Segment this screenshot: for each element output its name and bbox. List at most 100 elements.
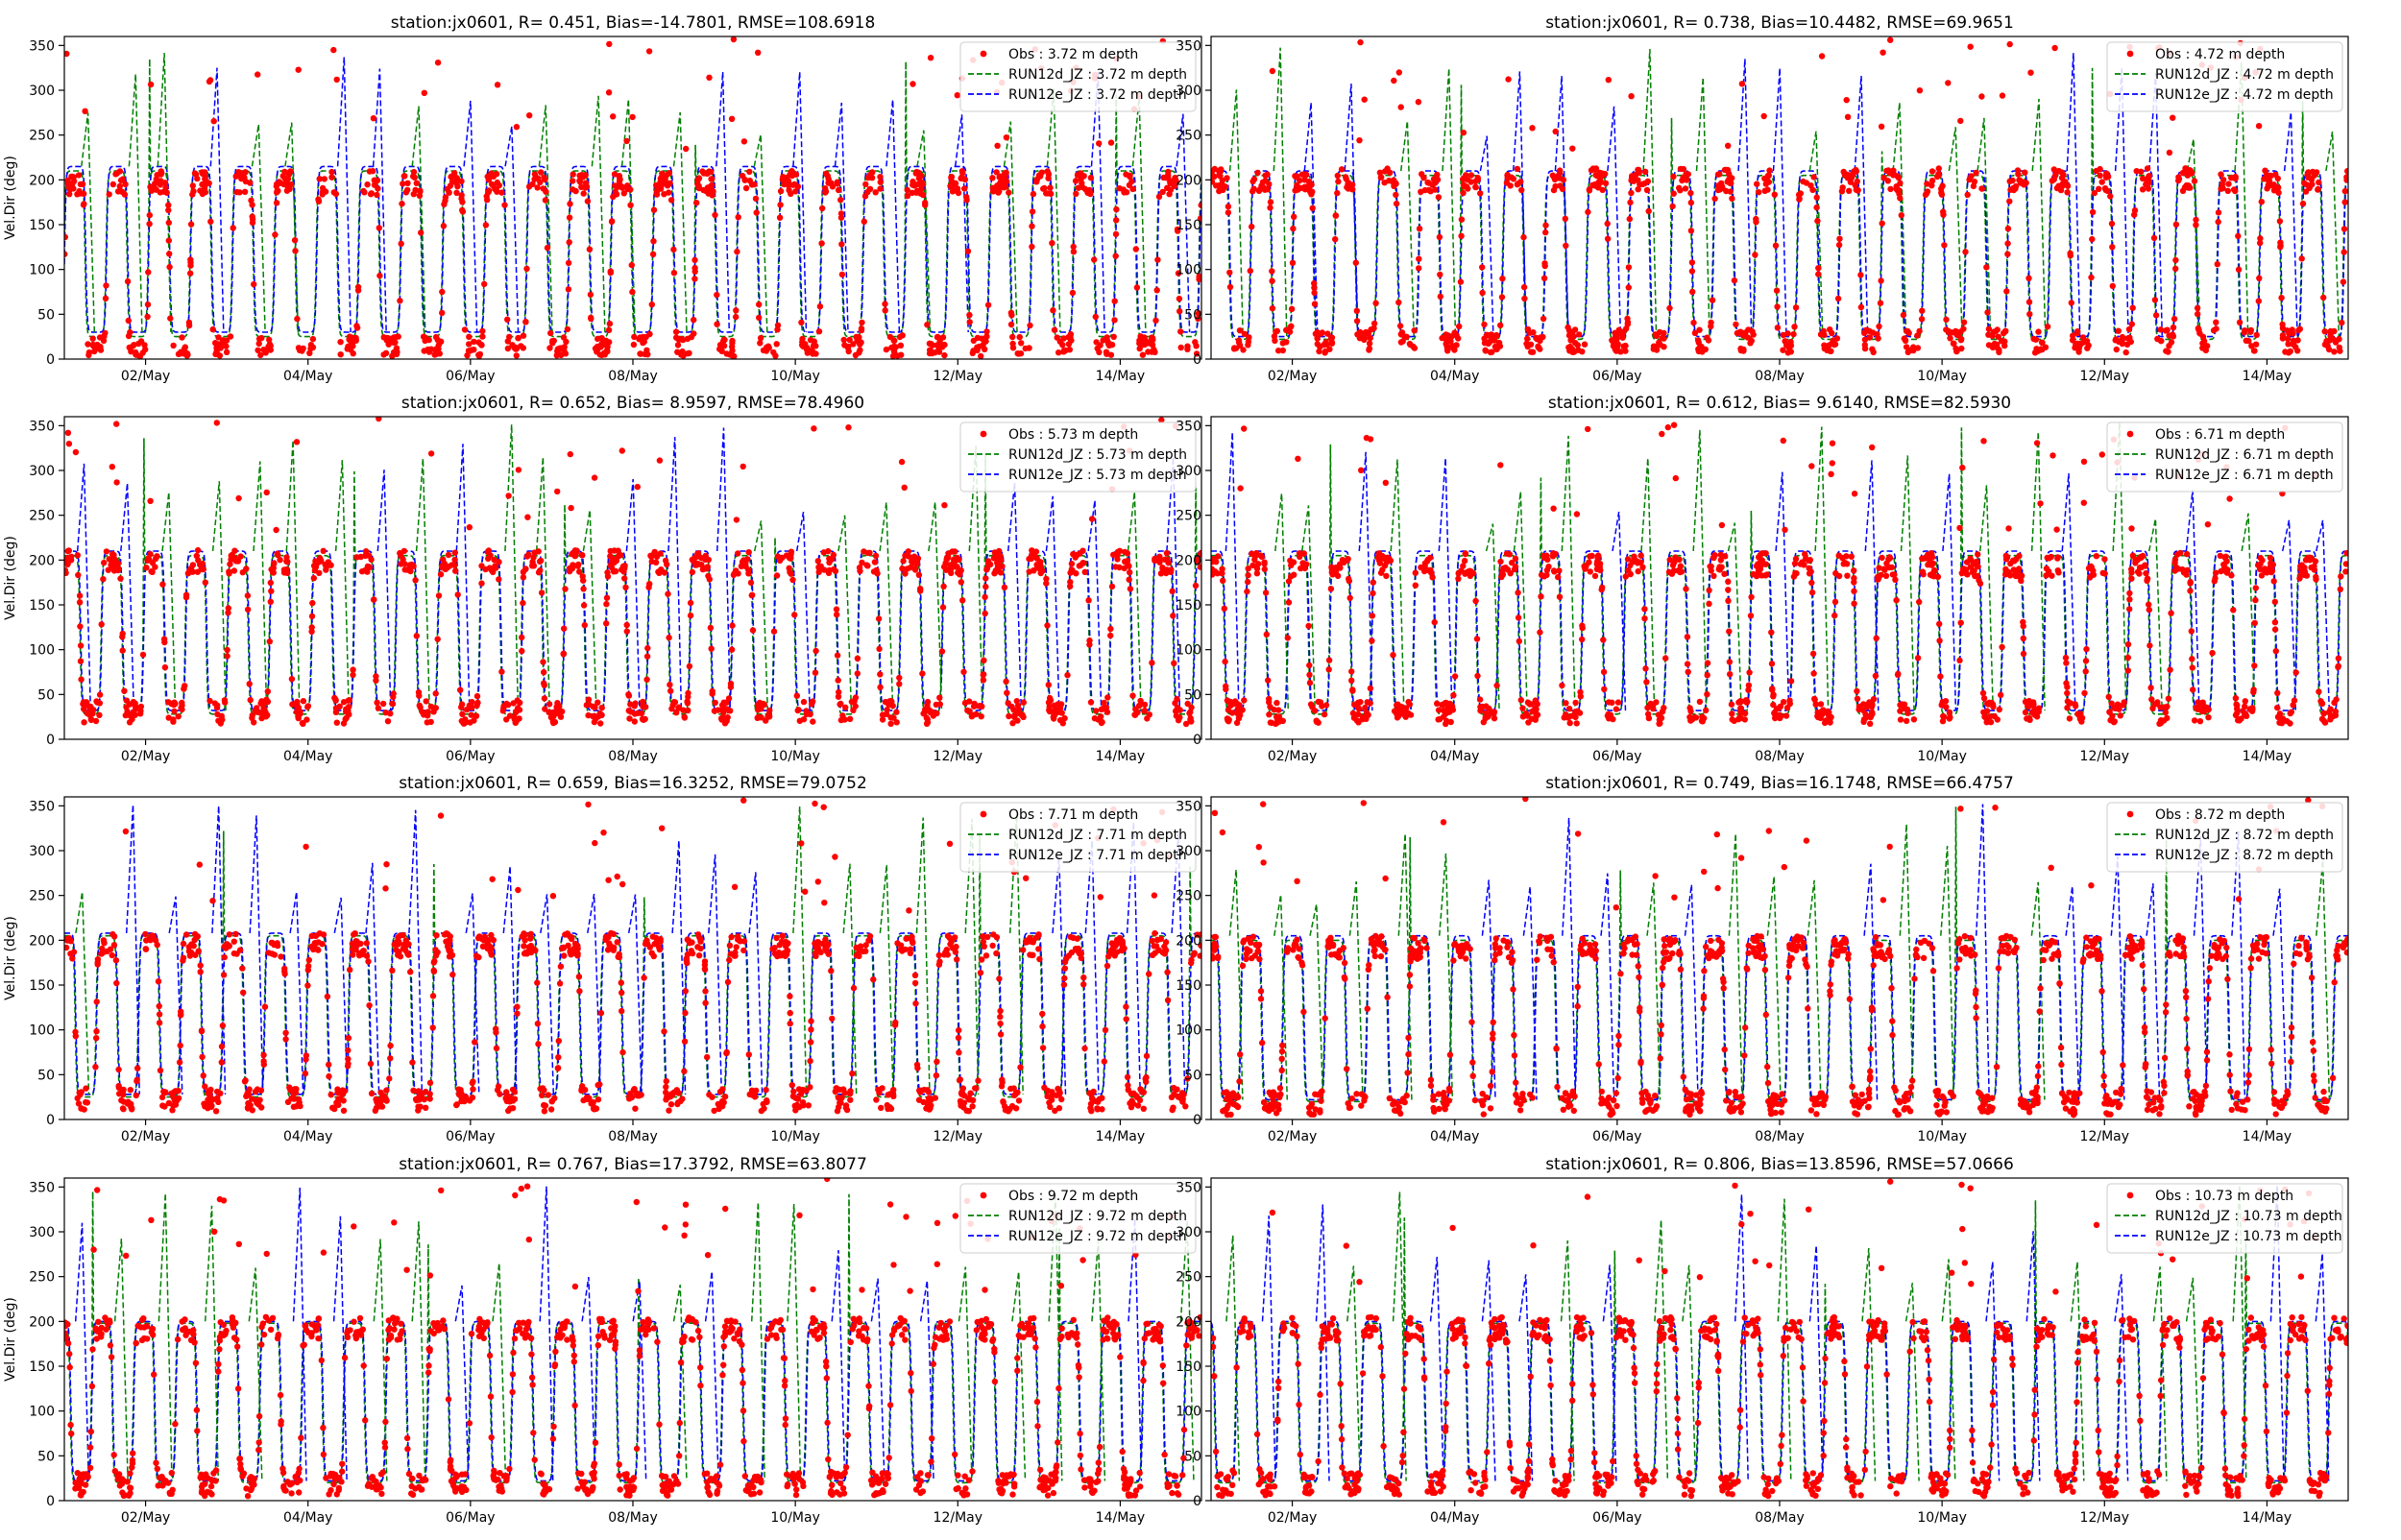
obs-point — [1906, 330, 1912, 336]
obs-point — [2103, 170, 2109, 176]
obs-point — [729, 646, 735, 652]
obs-point — [1111, 317, 1117, 323]
obs-point — [1381, 180, 1387, 185]
obs-point — [686, 350, 691, 356]
obs-point — [1975, 573, 1980, 579]
obs-point — [1961, 320, 1967, 325]
obs-point — [2242, 329, 2247, 335]
obs-point — [459, 701, 465, 707]
obs-point — [2088, 564, 2094, 569]
model-spike — [717, 428, 731, 711]
obs-point — [974, 345, 980, 350]
obs-point — [1305, 623, 1311, 629]
obs-point — [1154, 256, 1160, 262]
obs-point — [1045, 176, 1051, 181]
obs-point — [549, 338, 555, 344]
obs-point — [165, 203, 171, 208]
obs-point — [1798, 190, 1804, 196]
obs-point — [94, 342, 100, 348]
model-spike — [2242, 514, 2255, 710]
obs-point — [1916, 328, 1922, 334]
obs-point — [2189, 628, 2195, 634]
obs-point — [2203, 348, 2209, 353]
obs-point — [2328, 713, 2334, 719]
obs-point — [85, 341, 90, 347]
obs-point — [485, 556, 491, 562]
obs-point — [618, 552, 623, 558]
obs-point — [422, 90, 427, 96]
obs-point — [542, 706, 547, 711]
obs-point — [1370, 613, 1375, 618]
obs-point — [1783, 712, 1789, 718]
model-spike — [377, 469, 391, 710]
obs-point — [113, 479, 119, 485]
obs-point — [516, 467, 521, 472]
obs-point — [2083, 668, 2089, 674]
obs-point — [788, 549, 794, 555]
obs-point — [731, 572, 737, 578]
obs-point — [780, 174, 786, 180]
obs-point — [753, 196, 759, 202]
obs-point — [473, 703, 479, 709]
obs-point — [829, 1016, 835, 1022]
obs-point — [300, 720, 305, 726]
obs-point — [1643, 679, 1649, 685]
obs-point — [65, 430, 71, 436]
model-spike — [374, 69, 387, 333]
obs-point — [575, 563, 581, 568]
obs-point — [119, 634, 125, 639]
obs-point — [1739, 81, 1745, 86]
obs-point — [2158, 326, 2164, 332]
obs-point — [714, 292, 719, 298]
obs-point — [2126, 326, 2132, 332]
obs-point — [836, 187, 841, 193]
obs-point — [2166, 343, 2171, 349]
obs-point — [2146, 174, 2151, 180]
obs-point — [817, 303, 823, 309]
obs-point — [1492, 715, 1497, 721]
obs-point — [1356, 706, 1362, 711]
obs-point — [237, 553, 243, 559]
obs-point — [2268, 555, 2273, 561]
obs-point — [328, 175, 334, 180]
obs-point — [1122, 549, 1128, 555]
obs-point — [309, 624, 315, 630]
obs-point — [635, 484, 641, 490]
obs-point — [2039, 340, 2045, 346]
obs-point — [2177, 550, 2183, 556]
obs-point — [1899, 212, 1904, 218]
obs-point — [1711, 196, 1717, 202]
obs-point — [2342, 188, 2348, 194]
obs-point — [2125, 655, 2131, 661]
obs-point — [2304, 572, 2310, 578]
obs-point — [1732, 277, 1737, 283]
obs-point — [215, 334, 221, 340]
obs-point — [320, 189, 326, 195]
obs-point — [1980, 710, 1986, 715]
obs-point — [1977, 581, 1983, 587]
obs-point — [268, 580, 274, 586]
obs-point — [1393, 192, 1398, 198]
obs-point — [1930, 561, 1936, 566]
obs-point — [1355, 711, 1361, 717]
obs-point — [1592, 573, 1598, 579]
obs-point — [2262, 168, 2268, 174]
obs-point — [2305, 175, 2311, 180]
obs-point — [1107, 633, 1113, 638]
obs-point — [1076, 185, 1081, 191]
obs-point — [1605, 221, 1611, 227]
obs-point — [1756, 189, 1761, 195]
obs-point — [1493, 332, 1499, 338]
obs-point — [1394, 710, 1399, 716]
obs-point — [1525, 344, 1531, 349]
obs-point — [316, 570, 322, 576]
obs-point — [1744, 700, 1750, 706]
obs-point — [1851, 601, 1856, 607]
obs-point — [1268, 719, 1273, 725]
obs-point — [2289, 710, 2294, 715]
legend-label: RUN12e_JZ : 4.72 m depth — [2155, 87, 2334, 103]
obs-point — [81, 202, 86, 207]
obs-point — [2280, 332, 2286, 338]
obs-point — [161, 639, 167, 645]
